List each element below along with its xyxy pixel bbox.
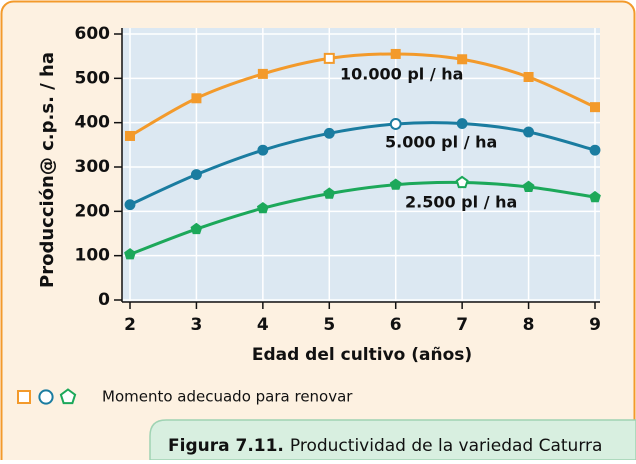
marker	[256, 201, 269, 214]
series-line	[129, 121, 596, 207]
marker	[125, 130, 135, 141]
marker	[523, 126, 535, 138]
marker	[257, 68, 268, 79]
legend-icons	[17, 388, 77, 405]
x-tick-label: 9	[589, 315, 601, 335]
x-axis-label: Edad del cultivo (años)	[252, 345, 472, 365]
x-tick-label: 6	[390, 315, 402, 335]
caption-label: Figura 7.11.	[168, 436, 284, 456]
marker	[522, 180, 535, 192]
marker	[323, 52, 335, 64]
y-tick-label: 600	[75, 24, 111, 44]
marker	[191, 93, 202, 104]
x-tick-label: 4	[257, 315, 269, 335]
marker	[590, 102, 600, 113]
series-line	[129, 52, 596, 138]
x-tick-label: 7	[456, 315, 468, 335]
marker	[389, 178, 402, 190]
marker	[589, 144, 601, 156]
series-label: 10.000 pl / ha	[340, 65, 463, 84]
series-label: 2.500 pl / ha	[405, 193, 517, 212]
y-tick-label: 0	[98, 290, 110, 310]
marker	[457, 54, 468, 65]
caption-text: Productividad de la variedad Caturra	[290, 436, 603, 456]
x-tick-label: 3	[191, 315, 203, 335]
y-axis-label: Producción@ c.p.s. / ha	[37, 52, 58, 288]
legend-note: Momento adecuado para renovar	[102, 388, 353, 406]
marker	[190, 222, 203, 235]
marker	[190, 169, 202, 180]
y-tick-label: 200	[75, 201, 111, 221]
caption: Figura 7.11. Productividad de la variedad…	[168, 436, 602, 456]
series-label: 5.000 pl / ha	[385, 133, 497, 152]
marker	[59, 388, 77, 405]
x-tick-label: 5	[323, 315, 335, 335]
marker	[257, 144, 269, 156]
marker	[390, 48, 401, 59]
marker	[523, 72, 534, 83]
y-tick-label: 300	[75, 157, 111, 177]
marker	[17, 390, 31, 404]
y-tick-label: 100	[75, 246, 111, 266]
x-tick-label: 2	[124, 315, 136, 335]
series-line	[129, 180, 596, 256]
marker	[124, 248, 136, 260]
marker	[455, 175, 469, 189]
y-tick-label: 400	[75, 113, 111, 133]
marker	[389, 118, 402, 130]
y-tick-label: 500	[75, 68, 111, 88]
x-tick-label: 8	[523, 315, 535, 335]
caption-box	[149, 419, 636, 461]
marker	[124, 199, 136, 211]
marker	[323, 187, 336, 199]
marker	[589, 190, 601, 203]
marker	[323, 127, 335, 139]
marker	[456, 118, 468, 130]
marker	[38, 389, 54, 405]
